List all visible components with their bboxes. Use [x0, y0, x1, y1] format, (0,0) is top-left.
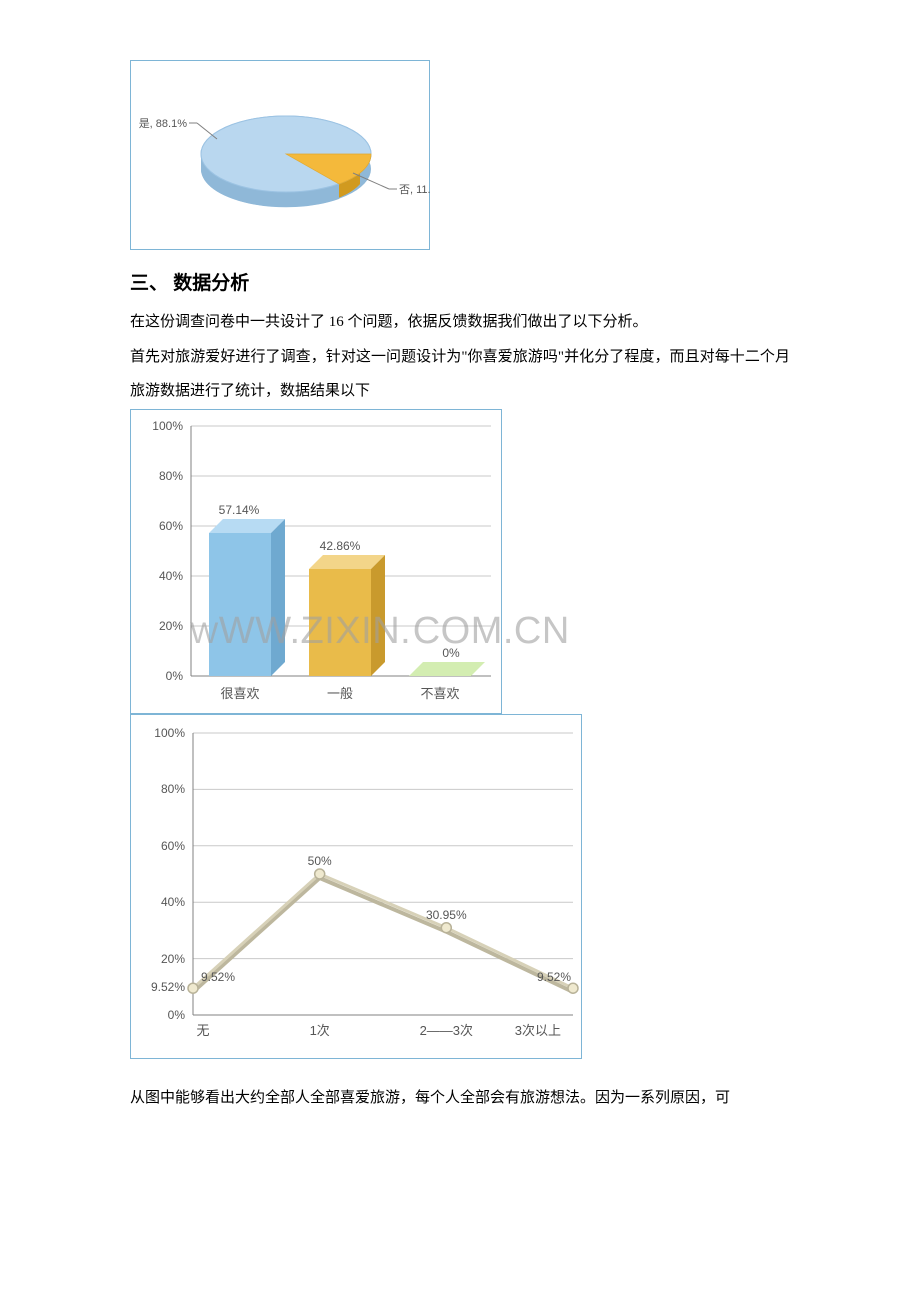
paragraph-2: 从图中能够看出大约全部人全部喜爱旅游，每个人全部会有旅游想法。因为一系列原因，可 [130, 1081, 790, 1116]
bar-3 [409, 662, 485, 676]
svg-text:20%: 20% [159, 619, 183, 633]
svg-text:60%: 60% [159, 519, 183, 533]
svg-text:40%: 40% [161, 895, 185, 909]
pie-chart-svg: 是, 88.1% 否, 11.9% [131, 61, 431, 251]
svg-text:20%: 20% [161, 952, 185, 966]
svg-text:100%: 100% [152, 419, 183, 433]
bar-1 [209, 519, 285, 676]
line-value-1: 9.52% [201, 970, 235, 984]
line-value-2: 50% [308, 854, 332, 868]
bar-cat-2: 一般 [327, 686, 353, 701]
bar-2 [309, 555, 385, 676]
bar-chart-container: 0% 20% 40% 60% 80% 100% 57.14% 42.86% [130, 409, 502, 714]
bar-cat-3: 不喜欢 [420, 686, 459, 701]
pie-label-yes: 是, 88.1% [139, 117, 188, 130]
svg-text:0%: 0% [166, 669, 184, 683]
line-value-3: 30.95% [426, 908, 467, 922]
pie-label-no: 否, 11.9% [399, 184, 431, 196]
bar-chart-svg: 0% 20% 40% 60% 80% 100% 57.14% 42.86% [131, 410, 503, 715]
svg-text:0%: 0% [168, 1008, 186, 1022]
svg-text:40%: 40% [159, 569, 183, 583]
bar-cat-1: 很喜欢 [220, 686, 259, 701]
line-cat-3: 2——3次 [420, 1023, 473, 1038]
section-heading: 三、 数据分析 [130, 268, 790, 295]
line-cat-2: 1次 [310, 1023, 330, 1038]
line-chart-svg: 0% 20% 40% 60% 80% 100% 9.52% 9.52% 50% … [131, 715, 583, 1060]
svg-text:80%: 80% [161, 782, 185, 796]
bar-value-1: 57.14% [219, 503, 260, 517]
bar-value-3: 0% [442, 646, 460, 660]
bar-value-2: 42.86% [320, 539, 361, 553]
svg-text:100%: 100% [154, 726, 185, 740]
svg-text:60%: 60% [161, 839, 185, 853]
line-value-4: 9.52% [537, 970, 571, 984]
line-cat-4: 3次以上 [515, 1023, 561, 1038]
paragraph-1a: 在这份调查问卷中一共设计了 16 个问题，依据反馈数据我们做出了以下分析。 [130, 305, 790, 340]
pie-chart-container: 是, 88.1% 否, 11.9% [130, 60, 430, 250]
line-extra-ytick: 9.52% [151, 980, 185, 994]
paragraph-1b: 首先对旅游爱好进行了调查，针对这一问题设计为"你喜爱旅游吗"并化分了程度，而且对… [130, 340, 790, 409]
line-chart-container: 0% 20% 40% 60% 80% 100% 9.52% 9.52% 50% … [130, 714, 582, 1059]
svg-text:80%: 80% [159, 469, 183, 483]
line-cat-1: 无 [196, 1023, 209, 1038]
